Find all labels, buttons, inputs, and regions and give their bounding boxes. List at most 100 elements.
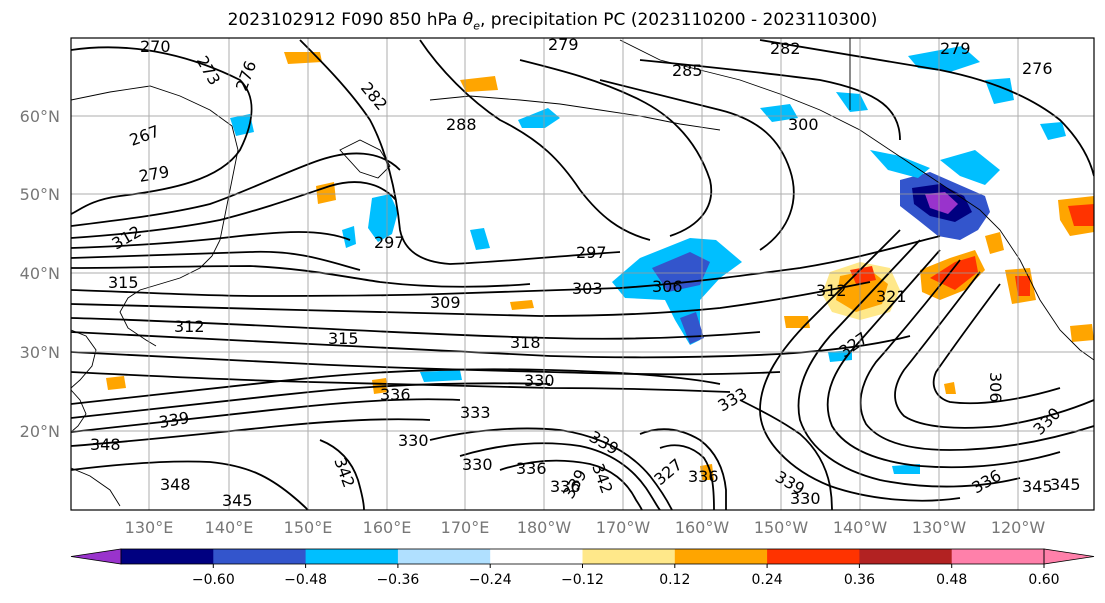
title-theta-subscript: e [473, 19, 480, 33]
colorbar-segment [397, 549, 491, 564]
contour-line [71, 460, 309, 510]
figure-title: 2023102912 F090 850 hPa θe, precipitatio… [0, 0, 1105, 36]
contour-label: 303 [572, 279, 603, 298]
contour-line [71, 265, 531, 288]
shade-negative-blob [518, 108, 560, 128]
colorbar-segment [490, 549, 583, 564]
colorbar-extend-high [1043, 548, 1095, 565]
contour-label: 330 [790, 489, 821, 508]
colorbar-segment [859, 549, 953, 564]
longitude-labels: 130°E 140°E 150°E 160°E 170°E 180°W 170°… [125, 518, 1046, 537]
contour-line [71, 235, 941, 297]
shade-positive-blob [460, 76, 498, 92]
contour-label: 336 [516, 459, 547, 478]
contour-label: 348 [160, 475, 191, 494]
title-main: 2023102912 F090 850 hPa [227, 10, 463, 30]
contour-line [71, 368, 721, 405]
lat-label-60n: 60°N [20, 107, 60, 126]
shade-negative-blob [892, 464, 920, 474]
contour-label: 345 [1022, 477, 1053, 496]
lon-label: 140°E [205, 518, 254, 537]
coastline-philippines [71, 467, 121, 507]
contour-label: 297 [374, 233, 405, 252]
shade-positive-blob [784, 316, 810, 328]
coastline-china [71, 329, 97, 389]
contour-line [71, 181, 397, 239]
colorbar-tick-label: −0.60 [192, 572, 235, 588]
contour-label: 300 [788, 115, 819, 134]
lon-label: 120°W [991, 518, 1046, 537]
colorbar-tick-label: −0.12 [561, 572, 604, 588]
contour-label: 345 [1050, 475, 1081, 494]
map-panel: 270 273 276 267 279 282 288 279 285 282 … [70, 37, 1095, 511]
colorbar-tick-label: −0.36 [376, 572, 419, 588]
map-frame [70, 37, 1095, 511]
contour-label: 333 [460, 403, 491, 422]
contour-line [71, 351, 781, 376]
contour-label: 345 [222, 491, 253, 510]
lon-label: 130°E [125, 518, 174, 537]
shade-positive-blob [1070, 324, 1094, 342]
shade-positive-peak [850, 266, 876, 284]
lon-label: 170°E [441, 518, 490, 537]
contour-label: 270 [140, 37, 171, 56]
contour-line [71, 250, 361, 271]
contour-line [599, 79, 795, 251]
lon-label: 130°W [912, 518, 967, 537]
shade-negative-blob [368, 194, 398, 242]
contour-line [932, 283, 1061, 405]
contour-line [71, 281, 871, 317]
lat-label-20n: 20°N [20, 422, 60, 441]
contour-line [659, 444, 715, 510]
contour-line [499, 459, 643, 510]
lon-label: 160°W [675, 518, 730, 537]
contour-label: 318 [510, 333, 541, 352]
colorbar-segment [305, 549, 399, 564]
contour-line [71, 152, 401, 227]
colorbar-segment [951, 549, 1045, 564]
contour-label: 348 [90, 435, 121, 454]
lon-label: 170°W [596, 518, 651, 537]
lon-label: 150°W [754, 518, 809, 537]
colorbar-segment [213, 549, 307, 564]
contour-line [826, 249, 1061, 469]
contour-label: 330 [462, 455, 493, 474]
contour-label: 297 [576, 243, 607, 262]
contour-label: 336 [688, 467, 719, 486]
colorbar-tick-label: 0.36 [844, 572, 875, 588]
contour-line [319, 439, 365, 510]
lon-label: 140°W [833, 518, 888, 537]
contour-label: 312 [174, 317, 205, 336]
contour-line [459, 442, 661, 510]
contour-line [71, 382, 551, 419]
contour-label: 279 [940, 39, 971, 58]
contour-label: 276 [1022, 59, 1053, 78]
contour-label: 288 [446, 115, 477, 134]
contour-label: 312 [816, 281, 847, 300]
shade-negative-blob [870, 150, 930, 178]
contour-line [71, 231, 351, 249]
contour-line [759, 39, 1094, 177]
shade-negative-blob [612, 238, 742, 345]
colorbar-tick-label: 0.48 [936, 572, 967, 588]
shade-positive-blob [106, 376, 126, 390]
shade-negative-peak [925, 192, 958, 214]
colorbar-tick-label: −0.24 [469, 572, 512, 588]
coastline-north-america [619, 39, 1094, 361]
contour-line [894, 271, 1094, 429]
shade-positive-blob [944, 382, 956, 394]
contour-label: 306 [652, 277, 683, 296]
shade-positive-blob [510, 300, 534, 310]
shade-positive-core [1068, 204, 1094, 226]
contour-label: 285 [672, 61, 703, 80]
shade-negative-blob [420, 370, 462, 382]
contour-label: 309 [430, 293, 461, 312]
colorbar-tick-label: 0.24 [752, 572, 783, 588]
coastline-asia [71, 85, 239, 257]
colorbar-tick-label: −0.48 [284, 572, 327, 588]
contour-label: 315 [328, 329, 359, 348]
lon-label: 150°E [284, 518, 333, 537]
contour-line [639, 59, 901, 141]
coastline-taiwan [71, 389, 87, 433]
